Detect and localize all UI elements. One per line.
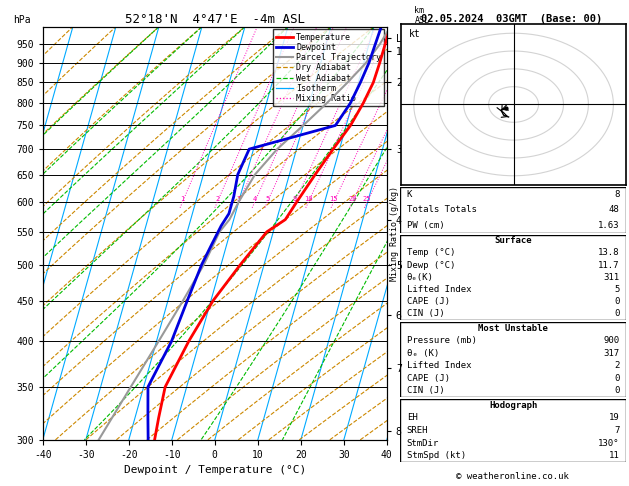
Text: 130°: 130° xyxy=(598,439,620,448)
Text: 5: 5 xyxy=(615,285,620,294)
Text: hPa: hPa xyxy=(14,15,31,25)
Text: © weatheronline.co.uk: © weatheronline.co.uk xyxy=(455,472,569,481)
Title: 52°18'N  4°47'E  -4m ASL: 52°18'N 4°47'E -4m ASL xyxy=(125,13,305,26)
Text: 900: 900 xyxy=(604,336,620,345)
Text: 10: 10 xyxy=(304,196,313,202)
Text: Surface: Surface xyxy=(494,236,532,245)
Text: 1.63: 1.63 xyxy=(598,221,620,229)
Text: 0: 0 xyxy=(615,386,620,395)
Text: CAPE (J): CAPE (J) xyxy=(407,374,450,383)
Text: 2: 2 xyxy=(615,361,620,370)
Text: 20: 20 xyxy=(348,196,357,202)
Text: EH: EH xyxy=(407,414,418,422)
Text: Most Unstable: Most Unstable xyxy=(478,324,548,332)
Text: 1: 1 xyxy=(181,196,185,202)
Text: StmSpd (kt): StmSpd (kt) xyxy=(407,451,466,460)
Legend: Temperature, Dewpoint, Parcel Trajectory, Dry Adiabat, Wet Adiabat, Isotherm, Mi: Temperature, Dewpoint, Parcel Trajectory… xyxy=(272,29,384,106)
Text: kt: kt xyxy=(409,29,421,39)
Text: PW (cm): PW (cm) xyxy=(407,221,445,229)
Text: SREH: SREH xyxy=(407,426,428,435)
Text: Temp (°C): Temp (°C) xyxy=(407,248,455,258)
Text: StmDir: StmDir xyxy=(407,439,439,448)
Text: 13.8: 13.8 xyxy=(598,248,620,258)
Text: Dewp (°C): Dewp (°C) xyxy=(407,260,455,270)
Text: Hodograph: Hodograph xyxy=(489,401,537,410)
Text: 0: 0 xyxy=(615,374,620,383)
Text: 2: 2 xyxy=(215,196,220,202)
Text: 48: 48 xyxy=(609,205,620,214)
Text: km
ASL: km ASL xyxy=(415,6,430,25)
Text: θₑ (K): θₑ (K) xyxy=(407,348,439,358)
Text: CAPE (J): CAPE (J) xyxy=(407,297,450,306)
Text: CIN (J): CIN (J) xyxy=(407,309,445,318)
Text: 0: 0 xyxy=(615,297,620,306)
Text: 0: 0 xyxy=(615,309,620,318)
X-axis label: Dewpoint / Temperature (°C): Dewpoint / Temperature (°C) xyxy=(124,465,306,475)
Text: K: K xyxy=(407,190,412,199)
Text: 5: 5 xyxy=(265,196,269,202)
Text: Lifted Index: Lifted Index xyxy=(407,285,471,294)
Text: Mixing Ratio (g/kg): Mixing Ratio (g/kg) xyxy=(390,186,399,281)
Text: 7: 7 xyxy=(615,426,620,435)
Text: 15: 15 xyxy=(330,196,338,202)
Text: CIN (J): CIN (J) xyxy=(407,386,445,395)
Text: 02.05.2024  03GMT  (Base: 00): 02.05.2024 03GMT (Base: 00) xyxy=(421,14,603,24)
Text: 19: 19 xyxy=(609,414,620,422)
Text: 25: 25 xyxy=(363,196,371,202)
Text: 317: 317 xyxy=(604,348,620,358)
Text: 11: 11 xyxy=(609,451,620,460)
Text: 4: 4 xyxy=(253,196,257,202)
Text: 8: 8 xyxy=(615,190,620,199)
Text: 311: 311 xyxy=(604,273,620,282)
Text: 3: 3 xyxy=(237,196,241,202)
Text: 11.7: 11.7 xyxy=(598,260,620,270)
Text: Totals Totals: Totals Totals xyxy=(407,205,477,214)
Text: 8: 8 xyxy=(292,196,297,202)
Text: Lifted Index: Lifted Index xyxy=(407,361,471,370)
Text: Pressure (mb): Pressure (mb) xyxy=(407,336,477,345)
Text: θₑ(K): θₑ(K) xyxy=(407,273,434,282)
